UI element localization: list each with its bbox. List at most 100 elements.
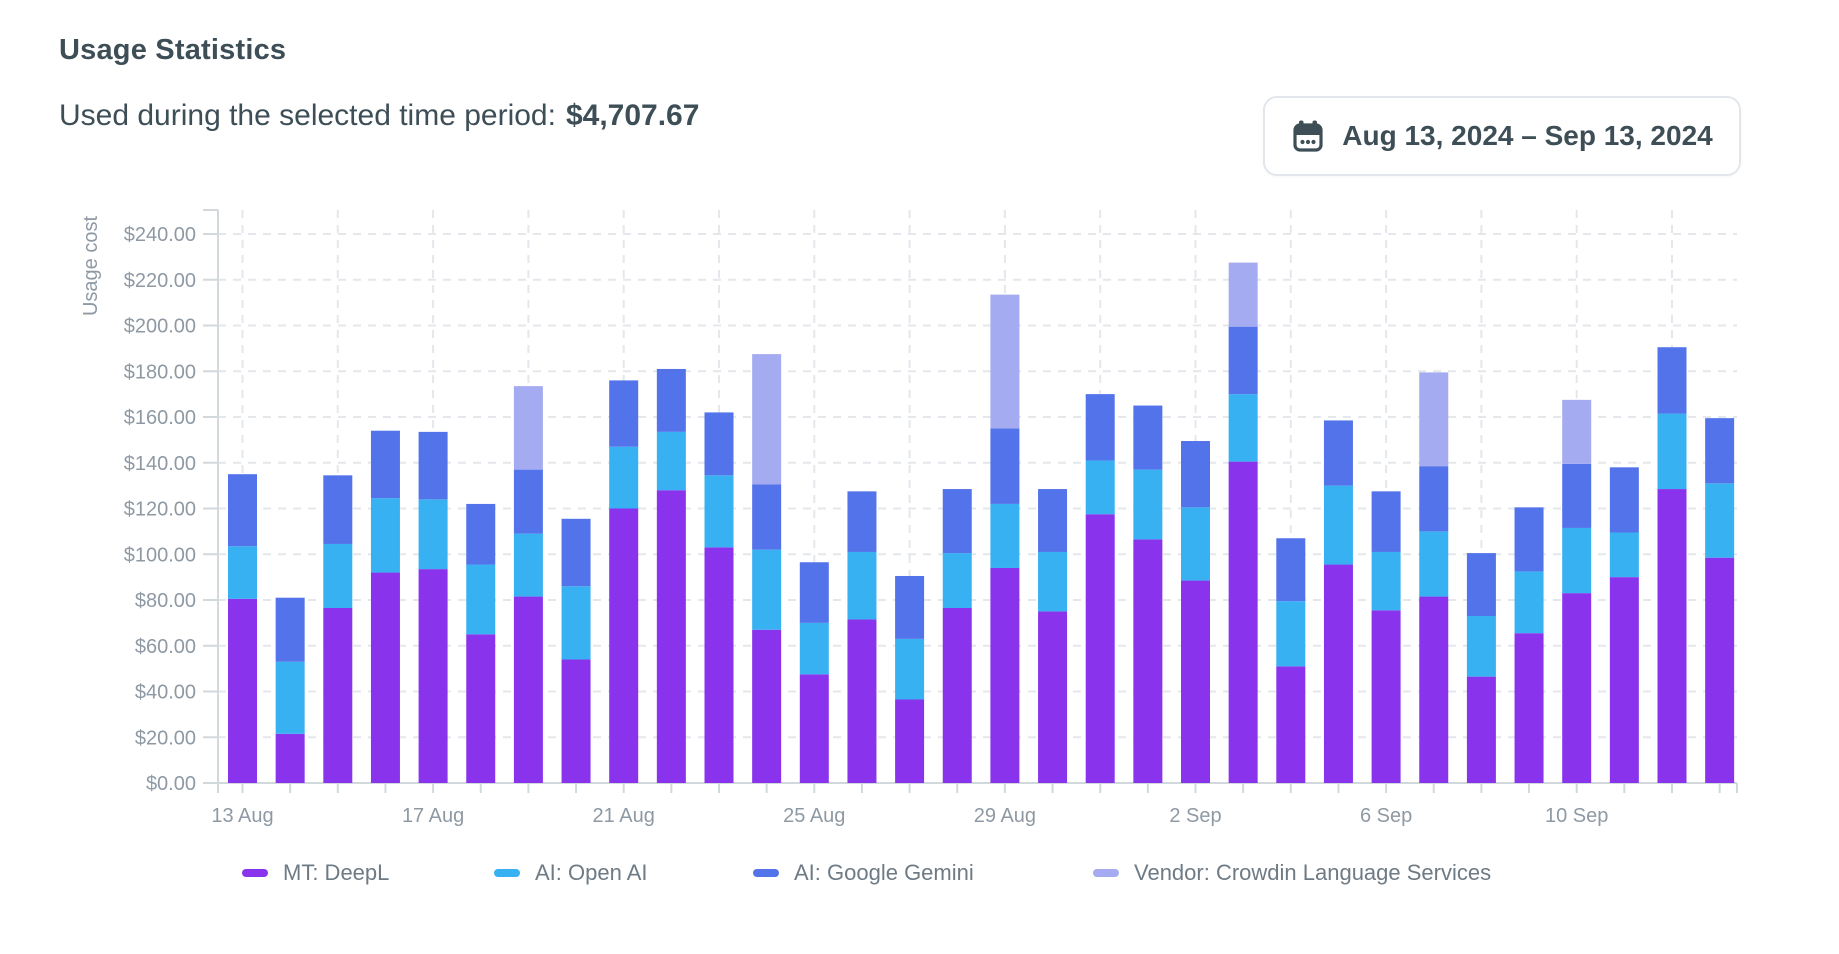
bar-segment-gemini-aug-18[interactable] <box>466 503 496 565</box>
bar-segment-gemini-aug-16[interactable] <box>370 430 400 499</box>
bar-segment-openai-aug-31[interactable] <box>1085 460 1115 515</box>
bar-segment-gemini-aug-26[interactable] <box>847 491 877 552</box>
bar-segment-deepl-aug-13[interactable] <box>228 598 257 783</box>
bar-segment-deepl-sep-13[interactable] <box>1705 557 1735 783</box>
bar-segment-openai-aug-29[interactable] <box>990 503 1020 568</box>
bar-segment-gemini-aug-19[interactable] <box>513 469 543 534</box>
bar-segment-openai-aug-14[interactable] <box>275 661 305 734</box>
bar-segment-deepl-sep-12[interactable] <box>1657 489 1687 783</box>
bar-segment-openai-sep-11[interactable] <box>1609 532 1639 578</box>
bar-segment-gemini-sep-7[interactable] <box>1419 466 1449 532</box>
bar-segment-openai-sep-7[interactable] <box>1419 531 1449 597</box>
bar-segment-vendor-aug-19[interactable] <box>513 386 543 470</box>
bar-segment-deepl-sep-8[interactable] <box>1466 676 1496 783</box>
bar-segment-openai-aug-19[interactable] <box>513 533 543 597</box>
bar-segment-gemini-aug-24[interactable] <box>752 484 782 550</box>
bar-segment-deepl-aug-14[interactable] <box>275 733 305 783</box>
bar-segment-openai-sep-9[interactable] <box>1514 571 1544 634</box>
bar-segment-openai-sep-5[interactable] <box>1323 485 1353 565</box>
bar-segment-openai-aug-21[interactable] <box>609 446 639 509</box>
bar-segment-gemini-aug-31[interactable] <box>1085 394 1115 461</box>
bar-segment-deepl-aug-26[interactable] <box>847 619 877 783</box>
bar-segment-deepl-sep-6[interactable] <box>1371 610 1401 783</box>
bar-segment-gemini-aug-30[interactable] <box>1038 489 1068 552</box>
bar-segment-openai-aug-25[interactable] <box>799 622 829 675</box>
bar-segment-gemini-sep-6[interactable] <box>1371 491 1401 552</box>
bar-segment-vendor-sep-7[interactable] <box>1419 372 1449 467</box>
bar-segment-openai-sep-6[interactable] <box>1371 551 1401 611</box>
bar-segment-gemini-sep-10[interactable] <box>1562 463 1592 528</box>
bar-segment-deepl-aug-29[interactable] <box>990 567 1020 783</box>
bar-segment-gemini-sep-13[interactable] <box>1705 418 1735 484</box>
bar-segment-openai-sep-12[interactable] <box>1657 413 1687 490</box>
bar-segment-openai-sep-4[interactable] <box>1276 601 1306 667</box>
bar-segment-gemini-aug-14[interactable] <box>275 597 305 662</box>
bar-segment-openai-sep-8[interactable] <box>1466 616 1496 677</box>
bar-segment-deepl-sep-4[interactable] <box>1276 666 1306 783</box>
bar-segment-gemini-sep-2[interactable] <box>1181 441 1210 508</box>
bar-segment-openai-sep-3[interactable] <box>1228 394 1258 462</box>
bar-segment-vendor-aug-24[interactable] <box>752 354 782 485</box>
bar-segment-openai-sep-13[interactable] <box>1705 483 1735 558</box>
bar-segment-vendor-aug-29[interactable] <box>990 294 1020 429</box>
bar-segment-deepl-sep-11[interactable] <box>1609 577 1639 783</box>
bar-segment-openai-aug-13[interactable] <box>228 546 257 599</box>
bar-segment-deepl-aug-21[interactable] <box>609 508 639 784</box>
bar-segment-gemini-sep-12[interactable] <box>1657 347 1687 414</box>
bar-segment-vendor-sep-10[interactable] <box>1562 399 1592 464</box>
bar-segment-deepl-aug-24[interactable] <box>752 629 782 783</box>
bar-segment-gemini-aug-22[interactable] <box>656 368 686 432</box>
bar-segment-deepl-aug-25[interactable] <box>799 674 829 783</box>
bar-segment-openai-aug-30[interactable] <box>1038 551 1068 612</box>
bar-segment-gemini-aug-15[interactable] <box>323 475 353 544</box>
bar-segment-openai-aug-22[interactable] <box>656 431 686 491</box>
bar-segment-openai-sep-2[interactable] <box>1181 507 1210 581</box>
bar-segment-gemini-aug-25[interactable] <box>799 562 829 623</box>
bar-segment-gemini-sep-8[interactable] <box>1466 553 1496 617</box>
bar-segment-openai-aug-15[interactable] <box>323 543 353 609</box>
bar-segment-deepl-aug-28[interactable] <box>942 608 972 783</box>
bar-segment-deepl-sep-10[interactable] <box>1562 593 1592 783</box>
bar-segment-vendor-sep-3[interactable] <box>1228 262 1258 327</box>
bar-segment-openai-aug-24[interactable] <box>752 549 782 630</box>
bar-segment-deepl-aug-20[interactable] <box>561 659 591 783</box>
bar-segment-openai-aug-27[interactable] <box>895 638 925 700</box>
bar-segment-deepl-aug-16[interactable] <box>370 572 400 783</box>
bar-segment-gemini-sep-5[interactable] <box>1323 420 1353 486</box>
bar-segment-deepl-aug-27[interactable] <box>895 699 925 783</box>
bar-segment-openai-aug-16[interactable] <box>370 498 400 573</box>
bar-segment-gemini-aug-21[interactable] <box>609 380 639 447</box>
bar-segment-deepl-aug-23[interactable] <box>704 547 734 783</box>
bar-segment-openai-sep-1[interactable] <box>1133 469 1163 540</box>
bar-segment-gemini-sep-11[interactable] <box>1609 467 1639 533</box>
bar-segment-gemini-sep-4[interactable] <box>1276 538 1306 602</box>
legend-item-1[interactable]: MT: DeepL <box>242 857 389 889</box>
bar-segment-openai-aug-23[interactable] <box>704 475 734 548</box>
bar-segment-deepl-sep-9[interactable] <box>1514 633 1544 783</box>
bar-segment-deepl-aug-18[interactable] <box>466 634 496 783</box>
bar-segment-gemini-sep-9[interactable] <box>1514 507 1544 572</box>
bar-segment-openai-aug-20[interactable] <box>561 586 591 660</box>
legend-item-3[interactable]: AI: Google Gemini <box>753 857 974 889</box>
bar-segment-gemini-aug-27[interactable] <box>895 575 925 639</box>
bar-segment-deepl-sep-5[interactable] <box>1323 564 1353 783</box>
bar-segment-deepl-sep-2[interactable] <box>1181 580 1210 783</box>
bar-segment-deepl-aug-15[interactable] <box>323 608 353 783</box>
legend-item-2[interactable]: AI: Open AI <box>494 857 648 889</box>
bar-segment-deepl-aug-30[interactable] <box>1038 611 1068 783</box>
bar-segment-gemini-aug-23[interactable] <box>704 412 734 476</box>
date-range-picker-button[interactable]: Aug 13, 2024 – Sep 13, 2024 <box>1263 96 1741 176</box>
bar-segment-gemini-aug-17[interactable] <box>418 431 448 500</box>
legend-item-4[interactable]: Vendor: Crowdin Language Services <box>1093 857 1491 889</box>
bar-segment-gemini-aug-13[interactable] <box>228 474 257 547</box>
bar-segment-gemini-sep-3[interactable] <box>1228 326 1258 395</box>
bar-segment-openai-aug-17[interactable] <box>418 499 448 570</box>
bar-segment-openai-aug-18[interactable] <box>466 564 496 635</box>
bar-segment-deepl-aug-22[interactable] <box>656 490 686 783</box>
bar-segment-openai-aug-28[interactable] <box>942 553 972 609</box>
bar-segment-deepl-aug-31[interactable] <box>1085 514 1115 783</box>
bar-segment-openai-aug-26[interactable] <box>847 551 877 620</box>
bar-segment-gemini-aug-20[interactable] <box>561 518 591 587</box>
bar-segment-gemini-aug-28[interactable] <box>942 489 972 554</box>
bar-segment-deepl-aug-19[interactable] <box>513 596 543 783</box>
